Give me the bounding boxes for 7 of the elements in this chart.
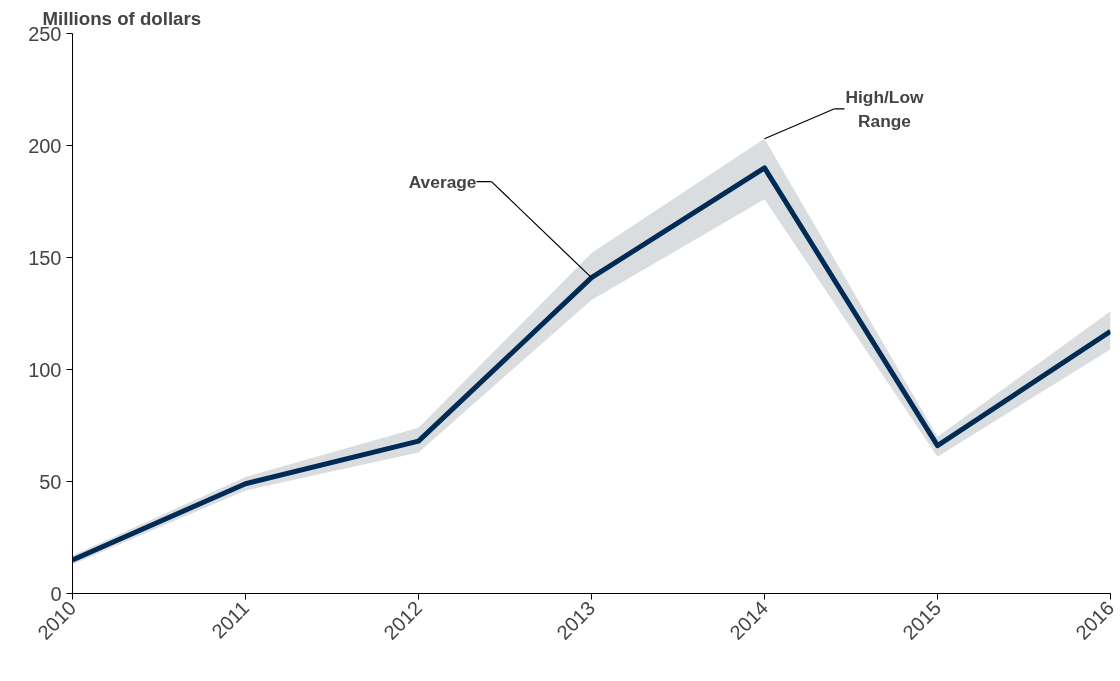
annotation: High/Low Range [845,86,924,131]
y-tick-label: 0 [50,582,62,605]
y-tick-label: 100 [28,358,62,381]
annotation: Average [408,171,477,192]
y-tick-label: 150 [28,246,62,269]
y-tick-label: 200 [28,134,62,157]
y-tick-label: 50 [39,470,62,493]
